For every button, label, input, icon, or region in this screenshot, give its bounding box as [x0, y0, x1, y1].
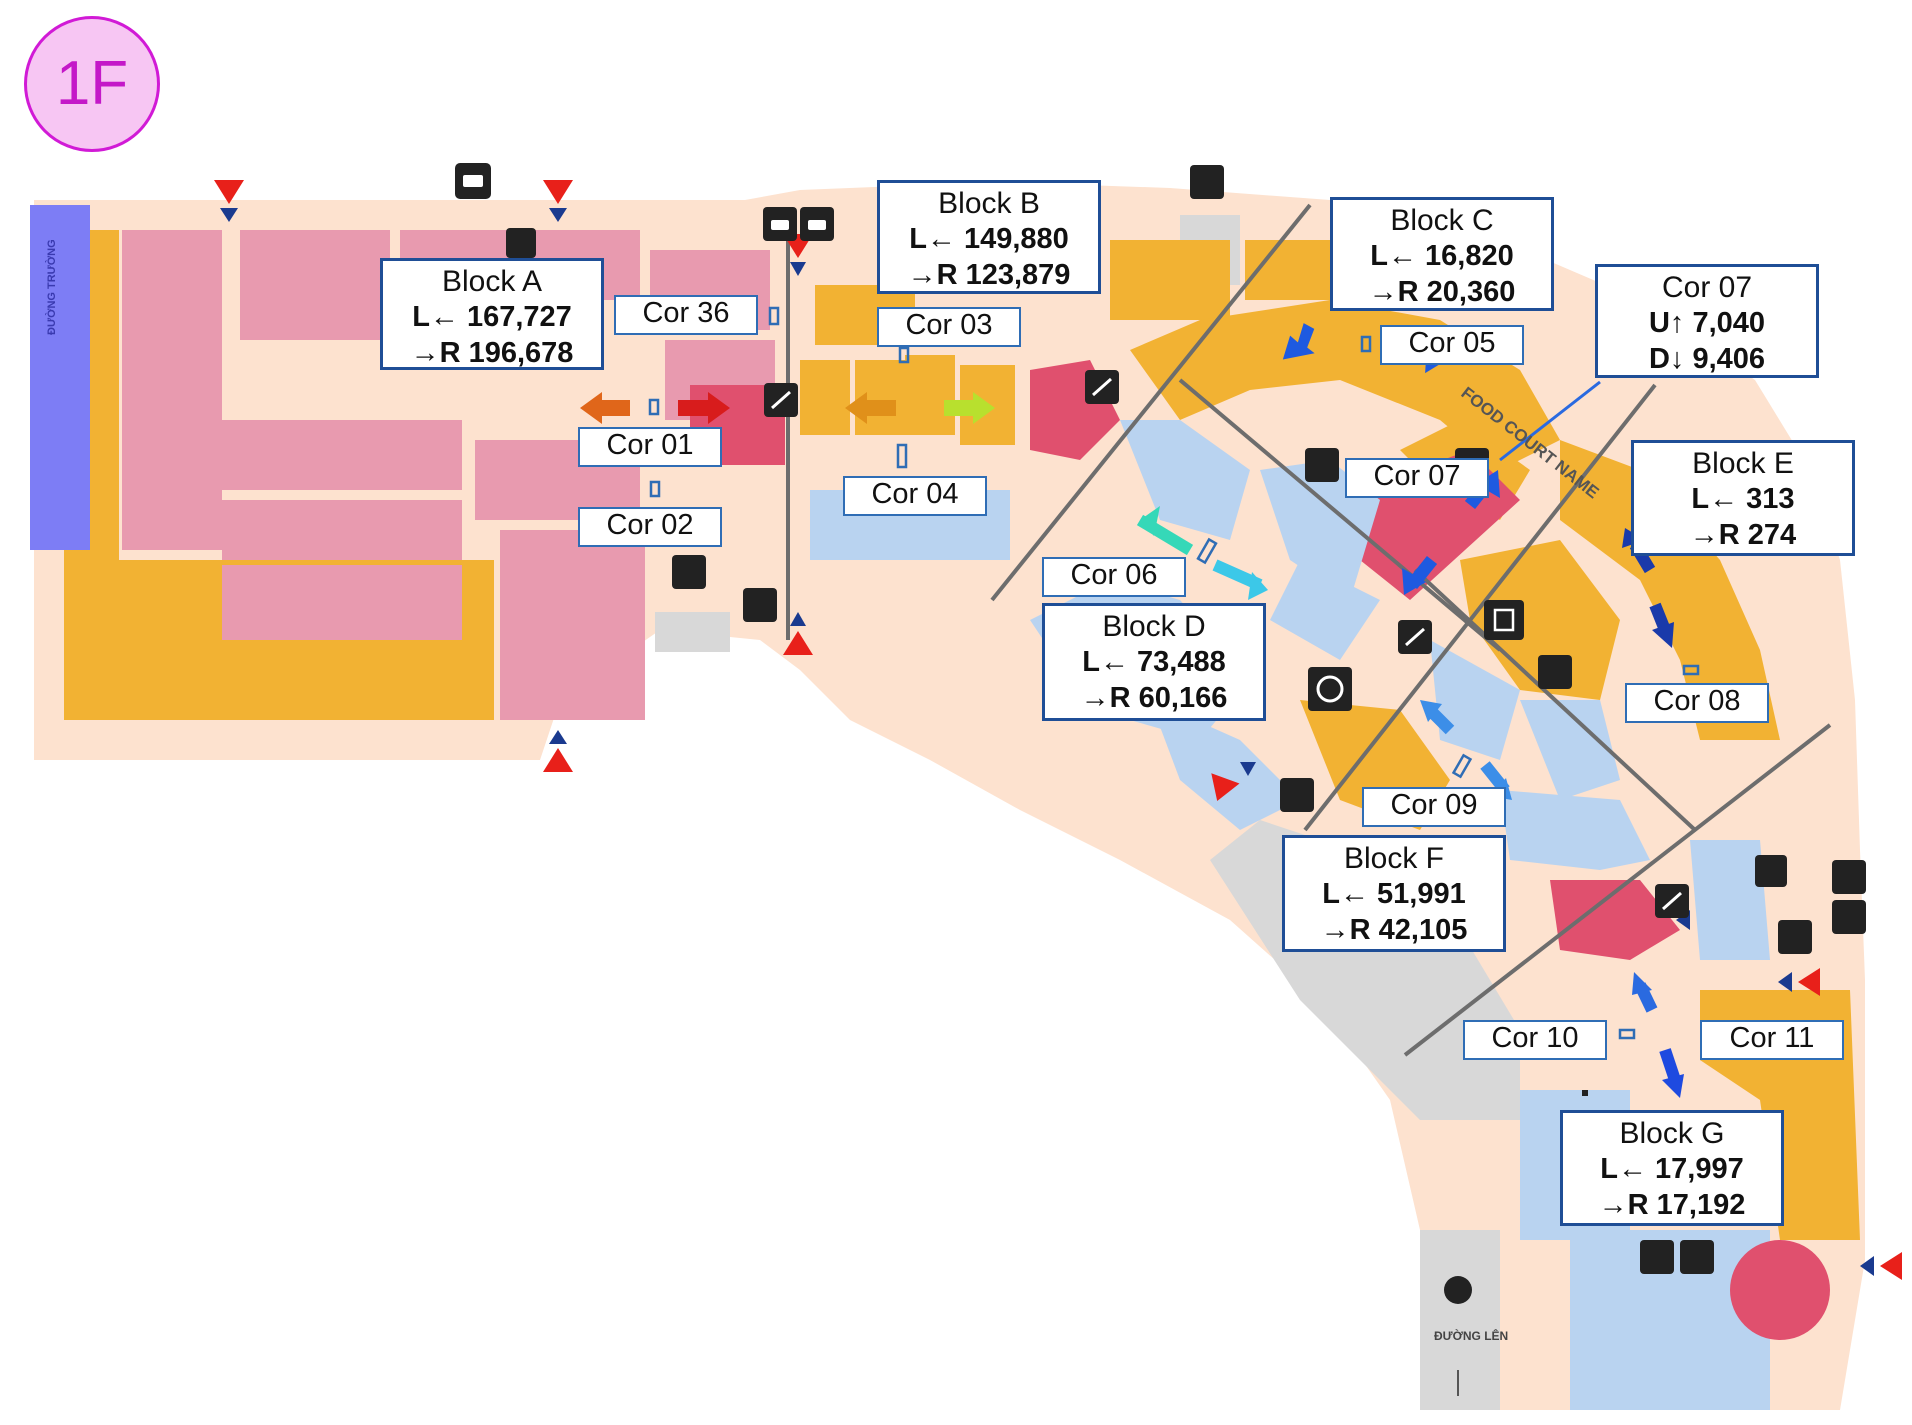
block-b-box: Block B L← 149,880 →R 123,879 [877, 180, 1101, 294]
restroom-icon-2 [672, 555, 706, 589]
corridor-label-cor-09: Cor 09 [1362, 787, 1506, 827]
phone-icon [1832, 900, 1866, 934]
shield-icon [1640, 1240, 1674, 1274]
block-c-left: L← 16,820 [1370, 240, 1514, 272]
elevator-icon-4 [1778, 920, 1812, 954]
block-b-left: L← 149,880 [909, 223, 1069, 255]
block-e-left: L← 313 [1691, 483, 1795, 515]
block-dividers [786, 203, 1832, 1057]
elevator-icon [743, 588, 777, 622]
corridor-label-cor-03: Cor 03 [877, 307, 1021, 347]
cor-07-up: U↑ 7,040 [1648, 307, 1766, 339]
corridor-label-cor-11: Cor 11 [1700, 1020, 1844, 1060]
corridor-label-cor-01: Cor 01 [578, 427, 722, 467]
block-f-right: →R 42,105 [1320, 914, 1468, 946]
facility-icon-glyphs [463, 175, 1682, 911]
cor-07-count-box: Cor 07 U↑ 7,040 D↓ 9,406 [1595, 264, 1819, 378]
block-a-shops [30, 205, 785, 720]
car-icon-3 [1832, 860, 1866, 894]
block-c-box: Block C L← 16,820 →R 20,360 [1330, 197, 1554, 311]
corridor-label-cor-07: Cor 07 [1345, 458, 1489, 498]
block-g-box: Block G L← 17,997 →R 17,192 [1560, 1110, 1784, 1226]
block-d-right: →R 60,166 [1080, 682, 1228, 714]
corridor-label-cor-02: Cor 02 [578, 507, 722, 547]
block-b-right: →R 123,879 [907, 259, 1071, 291]
restroom-icon [506, 228, 536, 258]
floor-badge: 1F [24, 16, 160, 152]
block-f-box: Block F L← 51,991 →R 42,105 [1282, 835, 1506, 952]
corridor-label-cor-06: Cor 06 [1042, 557, 1186, 597]
atm-icon [1680, 1240, 1714, 1274]
block-d-box: Block D L← 73,488 →R 60,166 [1042, 603, 1266, 721]
block-d-left: L← 73,488 [1082, 646, 1226, 678]
block-g-left: L← 17,997 [1600, 1153, 1744, 1185]
stair-icon [1305, 448, 1339, 482]
block-a-right: →R 196,678 [410, 337, 574, 369]
block-g-title: Block G [1619, 1117, 1725, 1150]
block-e-box: Block E L← 313 →R 274 [1631, 440, 1855, 556]
corridor-label-cor-36: Cor 36 [614, 295, 758, 335]
block-e-title: Block E [1692, 447, 1794, 480]
corridor-label-cor-05: Cor 05 [1380, 325, 1524, 365]
corridor-label-cor-04: Cor 04 [843, 476, 987, 516]
block-b-title: Block B [938, 187, 1040, 220]
entrance-markers [214, 180, 1902, 1280]
block-e-right: →R 274 [1689, 519, 1797, 551]
restroom-icon-4 [1755, 855, 1787, 887]
cor-07-count-title: Cor 07 [1661, 271, 1753, 304]
restroom-icon-3 [1538, 655, 1572, 689]
side-street-label: ĐƯỜNG TRƯỜNG [45, 239, 58, 335]
elevator-icon-3 [1280, 778, 1314, 812]
block-a-title: Block A [441, 265, 543, 298]
info-icon [1308, 667, 1352, 711]
corridor-sensors [648, 306, 1700, 1040]
block-a-left: L← 167,727 [412, 301, 572, 333]
block-d-title: Block D [1102, 610, 1206, 643]
corridor-label-cor-08: Cor 08 [1625, 683, 1769, 723]
ramp-car-icon [1444, 1276, 1472, 1304]
block-a-box: Block A L← 167,727 →R 196,678 [380, 258, 604, 370]
block-f-title: Block F [1343, 842, 1445, 875]
flow-arrows [580, 323, 1684, 1098]
elevator-icon-2 [1484, 600, 1524, 640]
cor-07-down: D↓ 9,406 [1648, 343, 1766, 375]
block-f-left: L← 51,991 [1322, 878, 1466, 910]
corridor-label-cor-10: Cor 10 [1463, 1020, 1607, 1060]
block-g-right: →R 17,192 [1598, 1189, 1746, 1221]
block-c-right: →R 20,360 [1368, 276, 1516, 308]
block-c-title: Block C [1390, 204, 1494, 237]
car-icon-4 [1582, 1090, 1588, 1096]
ramp-label: ĐƯỜNG LÊN [1434, 1328, 1508, 1343]
exit-icon [1190, 165, 1224, 199]
